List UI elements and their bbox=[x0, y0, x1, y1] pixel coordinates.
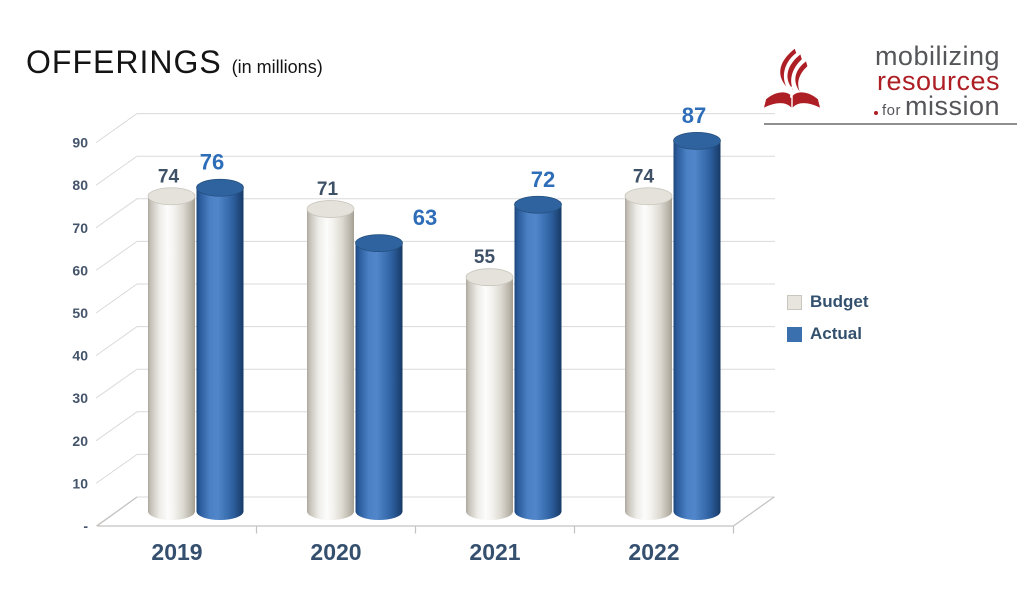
gridline-50 bbox=[95, 283, 775, 314]
gridline-40 bbox=[95, 326, 775, 357]
category-label-2022: 2022 bbox=[628, 539, 679, 565]
logo-dot-icon bbox=[873, 111, 878, 116]
category-label-2020: 2020 bbox=[310, 539, 361, 565]
logo-underline bbox=[764, 123, 1017, 125]
y-tick-label-40: 40 bbox=[72, 348, 88, 364]
chart-title-block: OFFERINGS (in millions) bbox=[26, 44, 323, 81]
category-label-2019: 2019 bbox=[151, 539, 202, 565]
legend-label-budget: Budget bbox=[810, 292, 869, 311]
data-label-budget-2019: 74 bbox=[158, 166, 180, 187]
cylinder-budget-2019 bbox=[147, 187, 196, 520]
bar-group-2021: 55 72 bbox=[465, 167, 562, 520]
cylinder-actual-2020 bbox=[355, 234, 403, 520]
bar-group-2019: 74 76 bbox=[147, 150, 244, 520]
logo-word-for: for bbox=[881, 102, 901, 120]
gridline-60 bbox=[95, 240, 775, 271]
gridline-20 bbox=[95, 411, 775, 442]
cylinder-budget-2021 bbox=[465, 268, 514, 520]
logo-word-for-mission: for mission bbox=[873, 91, 1000, 122]
page-title: OFFERINGS bbox=[26, 44, 222, 80]
gridline-80 bbox=[95, 155, 775, 186]
logo-word-mission: mission bbox=[904, 91, 1000, 122]
cylinder-budget-2022 bbox=[624, 187, 673, 520]
cylinder-budget-2020 bbox=[306, 200, 355, 520]
y-axis-labels: - 10 20 30 40 50 60 70 80 90 bbox=[72, 135, 88, 534]
y-tick-label-30: 30 bbox=[72, 390, 88, 406]
y-tick-label-80: 80 bbox=[72, 177, 88, 193]
category-label-2021: 2021 bbox=[469, 539, 520, 565]
gridline-30 bbox=[95, 368, 775, 399]
y-tick-label-70: 70 bbox=[72, 220, 88, 236]
data-label-budget-2021: 55 bbox=[474, 247, 496, 268]
actual-swatch-icon bbox=[787, 326, 802, 342]
data-label-actual-2019: 76 bbox=[200, 150, 224, 175]
legend-label-actual: Actual bbox=[810, 324, 862, 343]
flame-book-icon bbox=[764, 48, 820, 108]
cylinder-actual-2019 bbox=[196, 178, 244, 520]
gridline-90 bbox=[95, 113, 775, 144]
y-tick-label-0: - bbox=[83, 518, 88, 534]
chart-legend: Budget Actual bbox=[787, 292, 869, 344]
mission-logo: mobilizing resources for mission bbox=[762, 41, 1002, 130]
bar-group-2020: 71 63 bbox=[306, 179, 437, 520]
logo-word-mobilizing: mobilizing bbox=[874, 41, 1000, 71]
y-tick-label-10: 10 bbox=[72, 475, 88, 491]
legend-item-actual: Actual bbox=[787, 324, 869, 344]
y-tick-label-90: 90 bbox=[72, 135, 88, 151]
x-axis-floor bbox=[96, 496, 775, 534]
y-tick-label-20: 20 bbox=[72, 433, 88, 449]
data-label-budget-2022: 74 bbox=[633, 166, 655, 187]
bar-group-2022: 74 87 bbox=[624, 103, 721, 520]
budget-swatch-icon bbox=[787, 294, 802, 310]
page-subtitle: (in millions) bbox=[231, 57, 323, 77]
cylinder-actual-2022 bbox=[673, 131, 721, 520]
data-label-budget-2020: 71 bbox=[317, 179, 339, 200]
data-label-actual-2020: 63 bbox=[413, 205, 437, 230]
gridline-10 bbox=[95, 453, 775, 484]
gridlines bbox=[95, 113, 775, 527]
legend-item-budget: Budget bbox=[787, 292, 869, 312]
logo-wordmark: mobilizing resources for mission bbox=[873, 41, 1000, 122]
y-tick-label-50: 50 bbox=[72, 305, 88, 321]
logo-word-resources: resources bbox=[876, 66, 1000, 97]
data-label-actual-2021: 72 bbox=[531, 167, 555, 192]
cylinder-actual-2021 bbox=[514, 195, 562, 520]
data-label-actual-2022: 87 bbox=[682, 103, 706, 128]
gridline-70 bbox=[95, 198, 775, 229]
y-tick-label-60: 60 bbox=[72, 262, 88, 278]
